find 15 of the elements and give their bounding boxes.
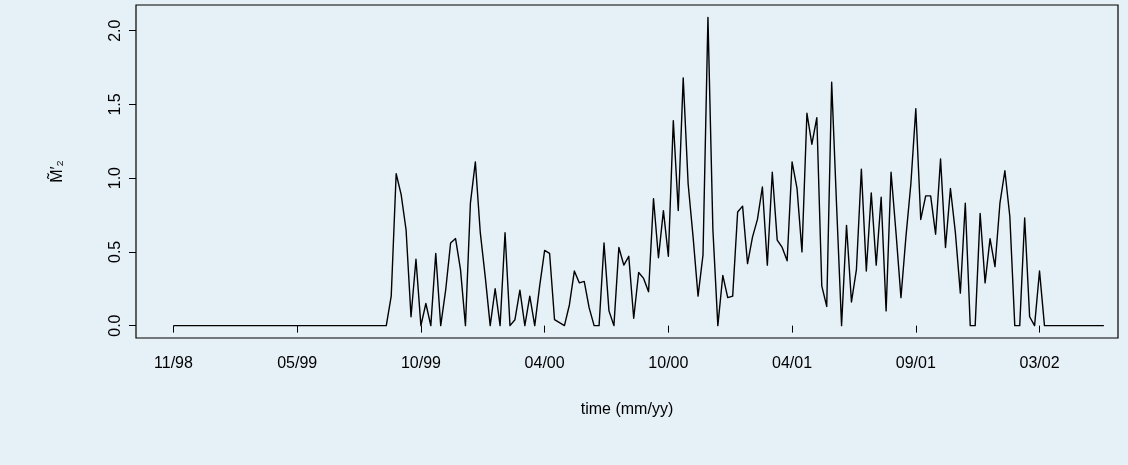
y-tick-label: 0.0 — [105, 314, 123, 337]
x-tick-label: 11/98 — [154, 353, 193, 371]
x-tick-label: 04/00 — [524, 353, 565, 371]
y-tick-label: 2.0 — [105, 19, 123, 42]
x-axis-title: time (mm/yy) — [580, 399, 674, 417]
x-tick-label: 03/02 — [1019, 353, 1060, 371]
x-tick-label: 05/99 — [277, 353, 318, 371]
x-tick-label: 10/99 — [400, 353, 442, 371]
x-tick-label: 10/00 — [648, 353, 689, 371]
y-tick-label: 1.0 — [105, 166, 123, 190]
y-tick-label: 1.5 — [105, 93, 123, 116]
x-tick-label: 04/01 — [772, 353, 813, 371]
y-axis-title: M̃′₂ — [45, 160, 65, 183]
x-tick-label: 09/01 — [895, 353, 936, 371]
y-tick-label: 0.5 — [105, 240, 123, 263]
